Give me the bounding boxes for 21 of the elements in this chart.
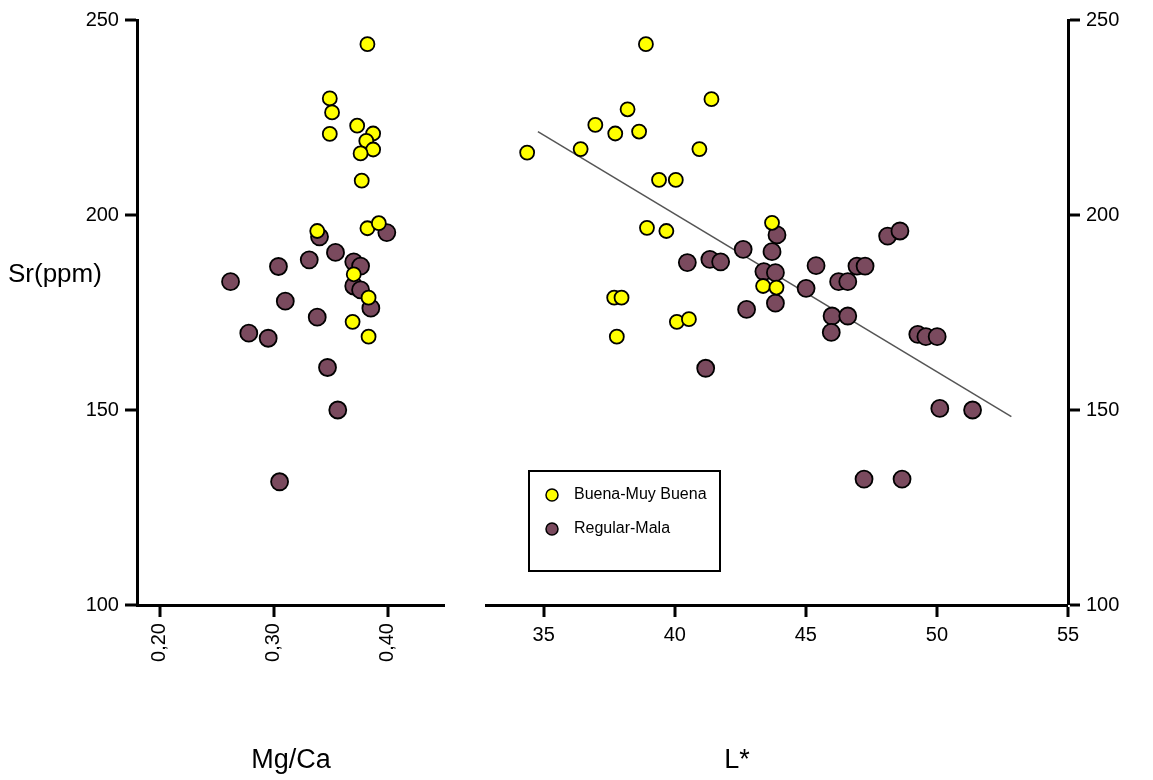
legend-label: Regular-Mala — [574, 519, 671, 537]
y2-tick-label: 100 — [1086, 592, 1120, 615]
y-axis-title: Sr(ppm) — [8, 258, 102, 289]
y2-tick-label: 250 — [1086, 7, 1120, 30]
x-tick-label: 0,30 — [261, 623, 284, 662]
x-tick-label: 45 — [794, 622, 817, 645]
x-axis-title: L* — [724, 744, 751, 774]
x-tick-label: 55 — [1056, 622, 1080, 645]
x-tick-label: 0,20 — [147, 623, 170, 662]
y-tick-label: 100 — [85, 592, 119, 615]
x-tick-label: 50 — [925, 622, 949, 645]
x-tick-label: 0,40 — [375, 623, 398, 662]
y2-tick-label: 200 — [1086, 202, 1120, 225]
x-tick-label: 40 — [663, 622, 686, 645]
legend-label: Buena-Muy Buena — [574, 485, 707, 503]
y-tick-label: 250 — [85, 7, 119, 30]
y-tick-label: 150 — [85, 397, 119, 420]
y-tick-label: 200 — [85, 202, 119, 225]
x-tick-label: 35 — [532, 622, 555, 645]
x-axis-title: Mg/Ca — [251, 744, 332, 774]
y2-tick-label: 150 — [1086, 397, 1120, 420]
